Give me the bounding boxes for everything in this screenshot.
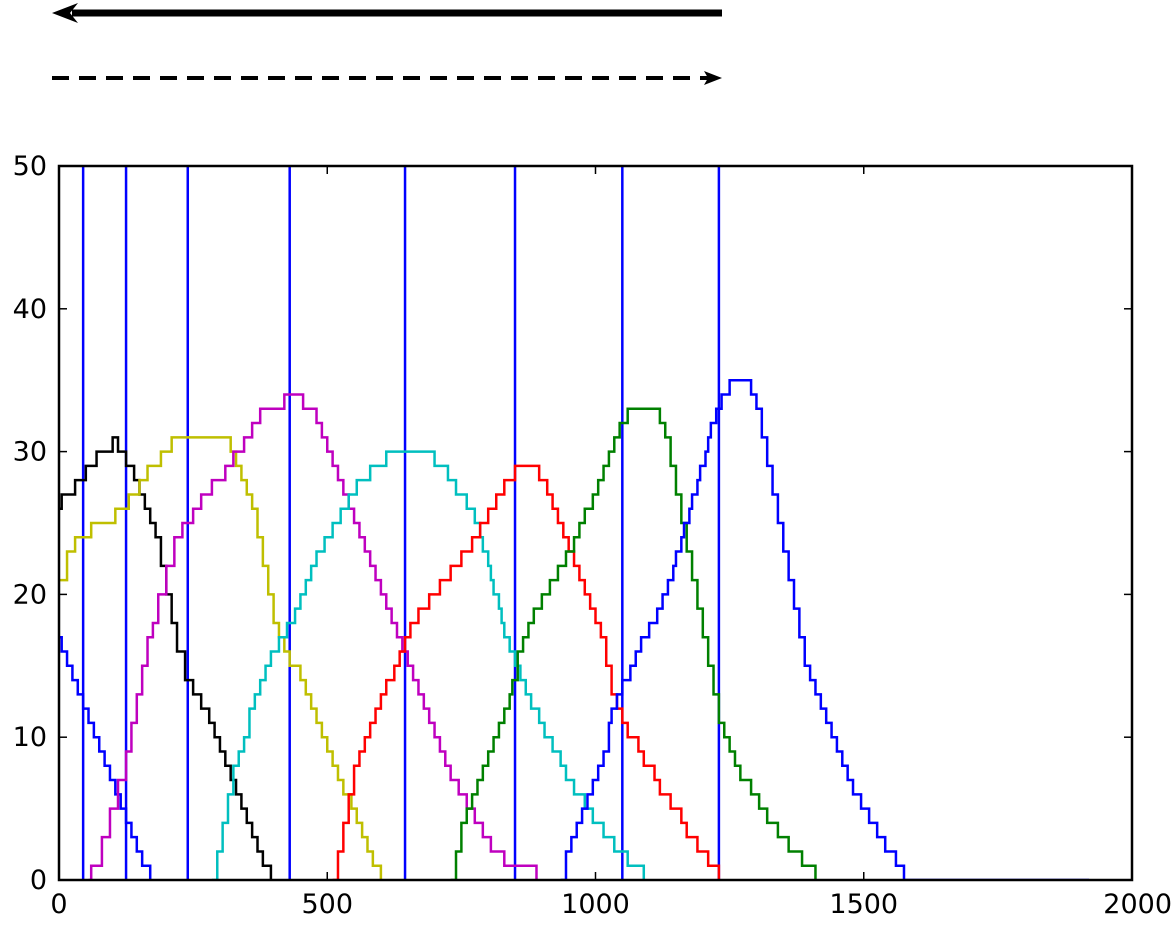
- arrow-head-left: [52, 3, 78, 23]
- x-tick-label: 2000: [1103, 889, 1172, 920]
- legend-arrow-solid: [52, 3, 722, 23]
- series-line-2: [59, 436, 273, 880]
- series-group: [59, 378, 1090, 880]
- plot-frame: [57, 164, 1134, 882]
- x-tick-label: 500: [301, 889, 353, 920]
- series-line-8: [560, 378, 1090, 880]
- y-tick-label: 20: [13, 579, 47, 610]
- legend-arrow-dashed: [52, 71, 722, 85]
- x-tick-label: 1000: [561, 889, 630, 920]
- series-line-1: [59, 635, 152, 880]
- y-tick-label: 30: [13, 437, 47, 468]
- arrow-head-right: [704, 71, 722, 85]
- y-tick-label: 0: [30, 865, 47, 896]
- x-tick-label: 1500: [829, 889, 898, 920]
- series-line-5: [211, 450, 646, 880]
- series-line-4: [88, 393, 538, 880]
- axis-ticks: 0 500 1000 1500 2000 0 10 20 30 40 50: [13, 151, 1172, 920]
- series-line-3: [59, 436, 383, 880]
- x-tick-label: 0: [50, 889, 67, 920]
- y-tick-label: 10: [13, 722, 47, 753]
- legend-arrows: [52, 3, 722, 85]
- vertical-markers: [81, 166, 721, 880]
- series-line-7: [450, 407, 817, 880]
- series-line-6: [332, 464, 721, 880]
- y-tick-label: 40: [13, 294, 47, 325]
- y-tick-label: 50: [13, 151, 47, 182]
